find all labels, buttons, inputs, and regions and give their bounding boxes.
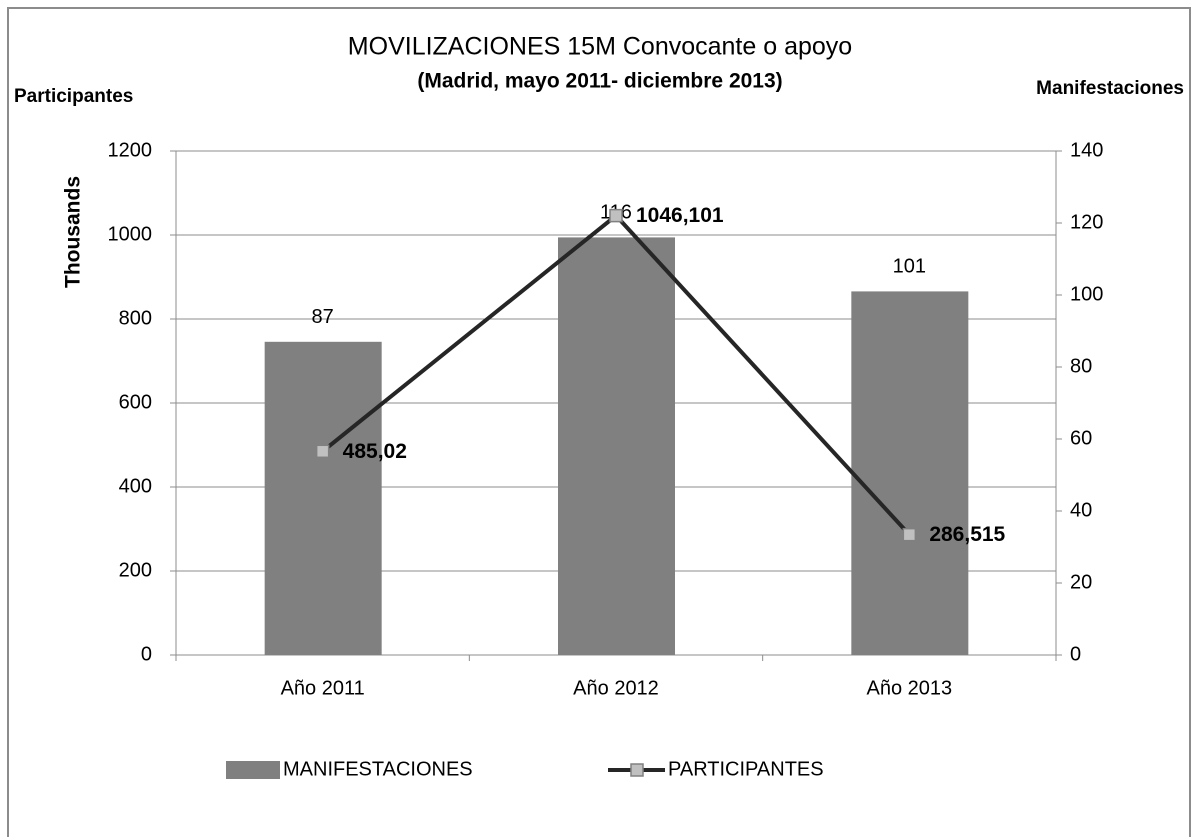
y-tick-label: 200 [119,559,152,581]
bar-value-label: 87 [312,306,334,328]
y-unit-label: Thousands [62,176,85,288]
chart-frame [7,7,1191,837]
y2-tick-label: 0 [1070,643,1081,665]
chart-subtitle: (Madrid, mayo 2011- diciembre 2013) [417,70,782,93]
y-tick-label: 400 [119,475,152,497]
line-marker [315,444,330,459]
y-axis-label: Participantes [14,86,133,107]
y2-tick-label: 120 [1070,211,1103,233]
legend-label: MANIFESTACIONES [283,758,473,780]
line-marker [609,208,623,223]
y2-tick-label: 140 [1070,139,1103,161]
x-tick-label: Año 2012 [573,677,659,699]
y-tick-label: 1200 [108,139,153,161]
bar [851,291,969,655]
y2-tick-label: 60 [1070,427,1092,449]
bar [558,237,675,655]
y-tick-label: 600 [119,391,152,413]
y2-tick-label: 20 [1070,571,1092,593]
bar [264,341,382,655]
y-tick-label: 0 [141,643,152,665]
line-value-label: 286,515 [929,523,1005,546]
legend-swatch [226,761,280,779]
y2-tick-label: 40 [1070,499,1092,521]
x-tick-label: Año 2011 [281,677,365,699]
legend-marker [630,763,644,777]
line-marker [902,527,917,542]
y2-axis-label: Manifestaciones [1036,78,1184,99]
y-tick-label: 1000 [108,223,153,245]
line-value-label: 1046,101 [636,204,724,227]
bar-value-label: 101 [893,256,926,278]
y2-tick-label: 100 [1070,283,1103,305]
chart-title: MOVILIZACIONES 15M Convocante o apoyo [348,33,852,61]
line-value-label: 485,02 [343,440,407,463]
y-tick-label: 800 [119,307,152,329]
legend-label: PARTICIPANTES [668,758,824,780]
x-tick-label: Año 2013 [867,677,953,699]
y2-tick-label: 80 [1070,355,1092,377]
